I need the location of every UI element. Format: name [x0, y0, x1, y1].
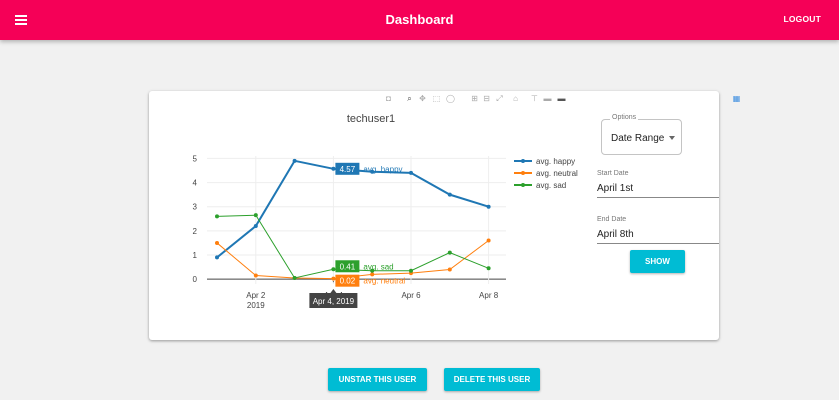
app-title: Dashboard — [385, 12, 454, 27]
hover-x-label: Apr 4, 2019 — [313, 297, 355, 306]
compare-hover-icon[interactable]: ▬ — [543, 94, 552, 103]
logout-button[interactable]: LOGOUT — [783, 14, 821, 24]
data-point — [215, 214, 219, 219]
data-point — [253, 213, 258, 218]
start-date-value: April 1st — [597, 183, 634, 194]
data-point — [409, 268, 413, 273]
end-date-value: April 8th — [597, 229, 634, 240]
start-date-field[interactable]: Start Date April 1st — [597, 170, 719, 198]
hover-series-name: avg. happy — [363, 165, 402, 174]
data-point — [409, 170, 413, 175]
camera-icon[interactable]: ◘ — [386, 94, 391, 103]
series-line — [216, 159, 489, 259]
hover-x-box — [309, 293, 358, 308]
hover-value: 0.02 — [340, 277, 356, 286]
end-date-label: End Date — [597, 216, 627, 223]
pan-icon[interactable]: ✥ — [419, 94, 426, 103]
hover-value-box — [335, 162, 360, 175]
legend-label: avg. neutral — [536, 169, 578, 178]
y-tick-label: 3 — [193, 203, 198, 212]
data-point — [370, 169, 375, 174]
hover-value: 0.41 — [340, 262, 356, 271]
hover-value-box — [335, 260, 360, 273]
data-point — [215, 255, 219, 260]
hover-series-name: avg. neutral — [363, 277, 405, 286]
y-tick-label: 0 — [193, 275, 198, 284]
hover-x-pointer — [330, 289, 337, 293]
data-point — [253, 273, 258, 278]
data-point — [486, 204, 491, 209]
y-tick-label: 2 — [193, 227, 198, 236]
x-tick-label: Apr 2 — [246, 291, 266, 300]
start-date-label: Start Date — [597, 170, 629, 177]
lasso-icon[interactable]: ◯ — [446, 94, 455, 103]
legend-label: avg. sad — [536, 181, 566, 190]
spike-lines-icon[interactable]: ⊤ — [531, 94, 538, 103]
data-point — [447, 192, 452, 197]
unstar-user-button[interactable]: UNSTAR THIS USER — [328, 368, 427, 391]
data-point — [292, 158, 297, 163]
hover-value-box — [335, 274, 360, 287]
zoom-in-icon[interactable]: ⊞ — [471, 94, 478, 103]
data-point — [486, 238, 491, 243]
legend-marker — [521, 171, 525, 175]
data-point — [253, 224, 258, 229]
delete-user-button[interactable]: DELETE THIS USER — [444, 368, 540, 391]
data-point — [370, 268, 375, 273]
data-point — [331, 276, 336, 281]
chart-title: techuser1 — [347, 113, 395, 125]
data-point — [486, 266, 491, 271]
hover-value: 4.57 — [340, 165, 356, 174]
data-point — [331, 267, 336, 272]
data-point — [370, 272, 375, 277]
options-value: Date Range — [611, 133, 665, 144]
closest-hover-icon[interactable]: ▬ — [557, 94, 566, 103]
x-tick-sublabel: 2019 — [247, 301, 265, 310]
chevron-down-icon — [669, 136, 675, 140]
options-label: Options — [610, 114, 639, 121]
data-point — [215, 240, 219, 245]
y-tick-label: 1 — [193, 251, 198, 260]
end-date-field[interactable]: End Date April 8th — [597, 216, 719, 244]
plotly-logo-icon[interactable]: ▦ — [732, 94, 741, 103]
home-icon[interactable]: ⌂ — [513, 94, 518, 103]
app-bar: Dashboard LOGOUT — [0, 0, 839, 40]
box-select-icon[interactable]: ⬚ — [432, 94, 441, 103]
legend-label: avg. happy — [536, 157, 575, 166]
legend-marker — [521, 159, 525, 163]
legend-marker — [521, 183, 525, 187]
x-tick-label: Apr 8 — [479, 291, 499, 300]
hover-series-name: avg. sad — [363, 262, 393, 271]
data-point — [331, 166, 336, 171]
y-tick-label: 4 — [193, 179, 198, 188]
data-point — [447, 250, 452, 255]
data-point — [292, 275, 297, 280]
show-button[interactable]: SHOW — [630, 250, 685, 273]
y-tick-label: 5 — [193, 154, 198, 163]
menu-icon[interactable] — [10, 10, 32, 30]
data-point — [447, 267, 452, 272]
zoom-out-icon[interactable]: ⊟ — [483, 94, 490, 103]
options-select[interactable]: Options Date Range — [601, 114, 682, 155]
series-line — [216, 240, 489, 280]
x-tick-label: Apr 6 — [401, 291, 421, 300]
zoom-icon[interactable]: ⌕ — [407, 94, 412, 103]
autoscale-icon[interactable]: ⤢ — [496, 94, 503, 103]
